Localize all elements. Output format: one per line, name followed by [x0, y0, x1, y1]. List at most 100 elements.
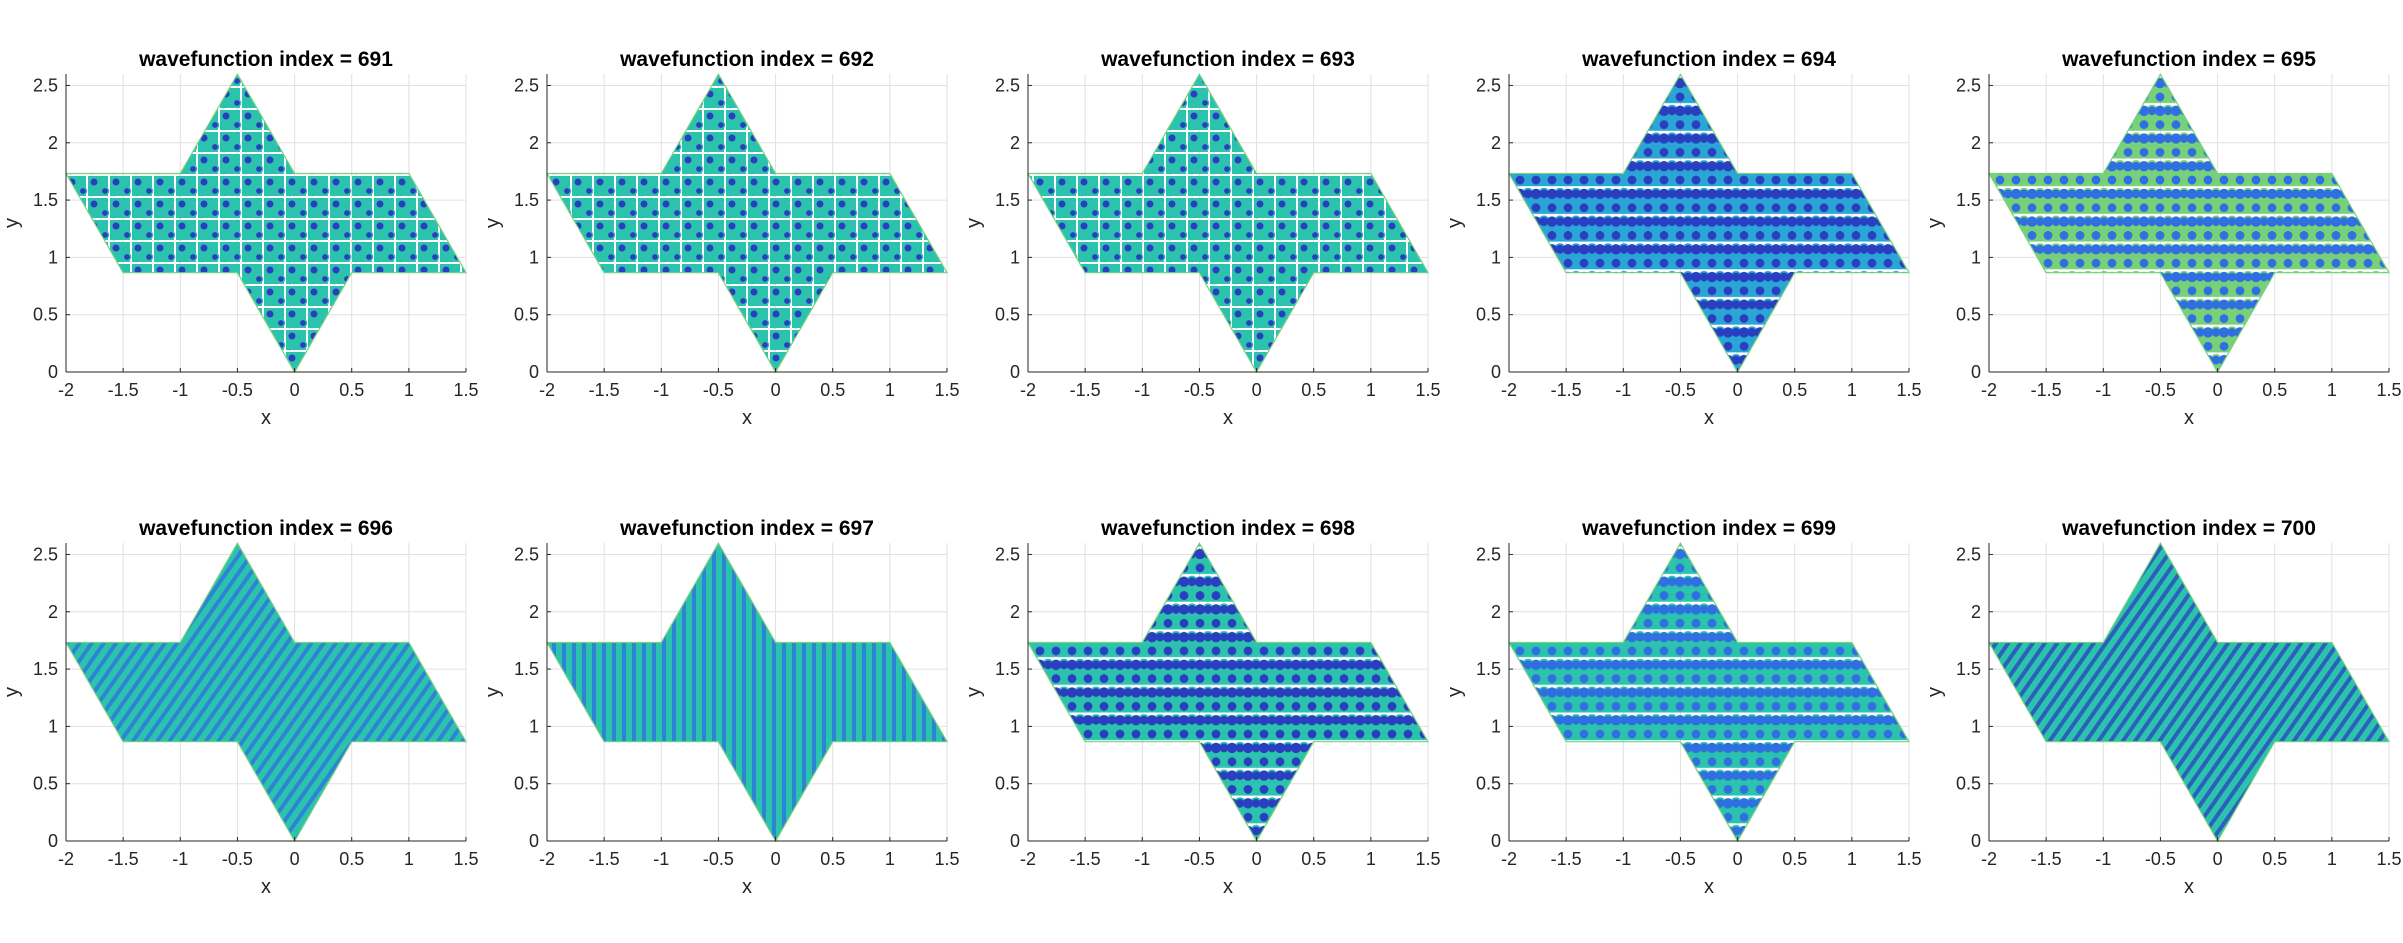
panel-title: wavefunction index = 698 [1100, 517, 1355, 540]
y-axis-label: y [1924, 218, 1946, 228]
x-tick-label: 0.5 [2262, 380, 2287, 400]
y-tick-label: 2 [529, 133, 539, 153]
y-tick-label: 1 [48, 716, 58, 736]
x-tick-label: -0.5 [2145, 380, 2176, 400]
y-tick-label: 2.5 [514, 544, 539, 564]
panel-8: -2 -1.5 -1 -0.5 0 0.5 1 1.5 0 0.5 1 1.5 2 2.5 x y wavefu… [963, 517, 1441, 898]
x-tick-label: 1 [1847, 380, 1857, 400]
y-tick-label: 0.5 [995, 774, 1020, 794]
y-tick-label: 2 [1971, 602, 1981, 622]
x-tick-label: 0.5 [1301, 849, 1326, 869]
x-tick-label: -1 [1134, 849, 1150, 869]
x-tick-label: -2 [58, 849, 74, 869]
x-tick-label: -2 [1020, 380, 1036, 400]
x-tick-label: -1.5 [589, 380, 620, 400]
y-tick-label: 2 [529, 602, 539, 622]
x-tick-label: 1.5 [1896, 849, 1921, 869]
x-tick-label: -1 [653, 849, 669, 869]
x-tick-label: -0.5 [1665, 380, 1696, 400]
y-tick-label: 2.5 [33, 544, 58, 564]
y-tick-label: 1.5 [514, 659, 539, 679]
y-tick-label: 2.5 [1476, 544, 1501, 564]
x-tick-label: 0 [771, 380, 781, 400]
panel-7: -2 -1.5 -1 -0.5 0 0.5 1 1.5 0 0.5 1 1.5 2 2.5 x y wavefu… [482, 517, 960, 898]
panel-title: wavefunction index = 699 [1581, 517, 1836, 540]
x-tick-label: 0.5 [1301, 380, 1326, 400]
panel-title: wavefunction index = 697 [619, 517, 874, 540]
y-axis-label: y [1444, 687, 1466, 697]
x-tick-label: -2 [539, 849, 555, 869]
x-tick-label: 0.5 [339, 849, 364, 869]
y-tick-label: 2 [1491, 133, 1501, 153]
x-tick-label: 1.5 [1415, 380, 1440, 400]
y-tick-label: 1 [529, 716, 539, 736]
y-tick-label: 1 [1971, 716, 1981, 736]
x-tick-label: 0 [1252, 849, 1262, 869]
x-tick-label: -2 [1501, 380, 1517, 400]
y-tick-label: 1 [1491, 247, 1501, 267]
panel-10: -2 -1.5 -1 -0.5 0 0.5 1 1.5 0 0.5 1 1.5 2 2.5 x y wavefu… [1924, 517, 2402, 898]
x-tick-label: -1 [172, 849, 188, 869]
x-tick-label: 1 [2327, 380, 2337, 400]
y-tick-label: 1.5 [33, 659, 58, 679]
x-axis-label: x [261, 407, 271, 429]
y-tick-label: 1.5 [995, 659, 1020, 679]
y-tick-label: 0.5 [1956, 305, 1981, 325]
x-tick-label: -2 [1981, 849, 1997, 869]
y-tick-label: 0.5 [514, 774, 539, 794]
x-tick-label: 1.5 [1415, 849, 1440, 869]
x-tick-label: -1.5 [108, 380, 139, 400]
x-tick-label: -0.5 [222, 849, 253, 869]
x-tick-label: 0.5 [2262, 849, 2287, 869]
y-tick-label: 2.5 [1956, 544, 1981, 564]
panel-9: -2 -1.5 -1 -0.5 0 0.5 1 1.5 0 0.5 1 1.5 2 2.5 x y wavefu… [1444, 517, 1922, 898]
x-tick-label: -2 [1501, 849, 1517, 869]
x-tick-label: 1.5 [934, 849, 959, 869]
y-tick-label: 0 [1010, 831, 1020, 851]
x-axis-label: x [1704, 876, 1714, 898]
y-tick-label: 0 [529, 831, 539, 851]
y-tick-label: 2 [48, 133, 58, 153]
x-tick-label: 1 [885, 380, 895, 400]
y-tick-label: 0 [48, 831, 58, 851]
y-tick-label: 1 [1010, 716, 1020, 736]
x-tick-label: 0.5 [1782, 380, 1807, 400]
x-tick-label: 1.5 [1896, 380, 1921, 400]
x-tick-label: -2 [1020, 849, 1036, 869]
panel-title: wavefunction index = 694 [1581, 48, 1836, 71]
x-tick-label: -1 [1615, 849, 1631, 869]
x-tick-label: -0.5 [703, 380, 734, 400]
x-tick-label: -1.5 [1070, 380, 1101, 400]
y-tick-label: 0 [1971, 362, 1981, 382]
x-tick-label: 1.5 [2376, 849, 2401, 869]
y-tick-label: 1.5 [514, 190, 539, 210]
x-tick-label: 0 [1733, 849, 1743, 869]
x-tick-label: 1.5 [2376, 380, 2401, 400]
x-tick-label: 0 [1733, 380, 1743, 400]
x-tick-label: 1.5 [453, 849, 478, 869]
y-axis-label: y [482, 218, 504, 228]
panel-6: -2 -1.5 -1 -0.5 0 0.5 1 1.5 0 0.5 1 1.5 2 2.5 x y wavefu… [1, 517, 479, 898]
x-tick-label: 1.5 [453, 380, 478, 400]
x-tick-label: -2 [1981, 380, 1997, 400]
x-tick-label: 1 [1366, 380, 1376, 400]
y-tick-label: 0 [1491, 362, 1501, 382]
y-axis-label: y [1924, 687, 1946, 697]
y-tick-label: 1 [48, 247, 58, 267]
y-tick-label: 2.5 [1476, 75, 1501, 95]
x-tick-label: -1 [1615, 380, 1631, 400]
y-tick-label: 2.5 [1956, 75, 1981, 95]
x-tick-label: -0.5 [222, 380, 253, 400]
x-tick-label: 1 [404, 380, 414, 400]
y-tick-label: 0 [1010, 362, 1020, 382]
y-tick-label: 2 [1010, 602, 1020, 622]
y-tick-label: 2.5 [995, 75, 1020, 95]
x-tick-label: -1.5 [2031, 849, 2062, 869]
y-axis-label: y [482, 687, 504, 697]
y-tick-label: 2.5 [514, 75, 539, 95]
y-tick-label: 2.5 [33, 75, 58, 95]
y-tick-label: 0 [529, 362, 539, 382]
x-tick-label: -1 [2095, 849, 2111, 869]
